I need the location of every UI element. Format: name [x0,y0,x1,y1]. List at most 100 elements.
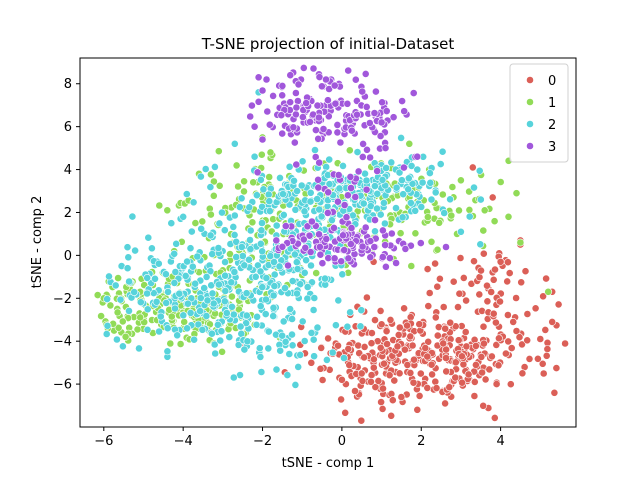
scatter-point-class-2 [309,306,318,314]
scatter-point-class-3 [343,99,352,108]
scatter-point-class-1 [504,212,513,221]
scatter-point-class-2 [207,329,216,338]
scatter-point-class-2 [327,216,336,225]
scatter-point-class-3 [347,224,356,232]
scatter-point-class-2 [310,294,319,302]
scatter-point-class-1 [113,308,122,317]
scatter-point-class-2 [214,244,223,252]
scatter-point-class-0 [481,375,490,384]
scatter-point-class-0 [512,327,521,335]
scatter-point-class-2 [313,195,322,203]
scatter-point-class-3 [293,97,302,105]
scatter-point-class-2 [340,354,348,362]
scatter-point-class-3 [253,168,262,177]
scatter-point-class-0 [421,344,430,352]
scatter-point-class-3 [318,259,327,268]
scatter-point-class-2 [135,344,143,353]
scatter-point-class-3 [343,191,352,200]
scatter-point-class-3 [319,125,328,133]
scatter-point-class-0 [409,378,418,387]
scatter-point-class-2 [215,219,224,228]
scatter-point-class-1 [265,173,274,181]
x-tick-label: −6 [94,434,113,449]
scatter-point-class-1 [345,146,354,155]
scatter-point-class-2 [222,309,231,317]
scatter-point-class-3 [362,103,371,111]
scatter-point-class-2 [373,204,381,213]
scatter-point-class-0 [371,316,379,324]
scatter-point-class-0 [307,358,316,367]
scatter-point-class-2 [411,206,420,215]
scatter-point-class-3 [278,242,287,251]
scatter-point-class-1 [206,210,215,219]
scatter-point-class-3 [284,261,292,270]
scatter-point-class-2 [279,190,287,198]
scatter-point-class-3 [382,107,391,115]
scatter-point-class-2 [191,279,200,288]
scatter-point-class-2 [229,310,238,319]
scatter-point-class-0 [367,329,376,337]
scatter-point-class-2 [310,352,318,361]
scatter-point-class-0 [431,313,440,322]
scatter-point-class-0 [431,259,439,268]
scatter-point-class-2 [207,281,216,290]
scatter-point-class-2 [183,324,191,333]
scatter-point-class-0 [369,355,378,364]
scatter-point-class-2 [167,219,176,228]
scatter-point-class-3 [442,243,450,251]
scatter-point-class-0 [337,395,345,404]
scatter-point-class-1 [163,206,172,215]
scatter-point-class-2 [438,147,447,156]
scatter-point-class-2 [111,281,120,290]
scatter-point-class-2 [397,133,405,142]
scatter-point-class-2 [293,187,301,195]
scatter-point-class-3 [294,80,303,89]
scatter-point-class-2 [343,322,352,331]
scatter-point-class-2 [275,262,284,271]
scatter-point-class-0 [423,383,432,392]
scatter-point-class-2 [246,236,254,244]
scatter-point-class-1 [214,147,223,156]
scatter-point-class-0 [318,376,327,384]
scatter-point-class-0 [496,257,505,266]
scatter-point-class-2 [270,282,279,290]
scatter-point-class-0 [367,371,376,379]
scatter-point-class-0 [543,345,552,353]
y-tick-label: 6 [64,120,72,135]
scatter-point-class-2 [325,180,334,188]
scatter-point-class-0 [378,404,387,413]
scatter-point-class-2 [288,315,296,323]
scatter-point-class-2 [216,336,225,345]
scatter-point-class-2 [131,246,139,255]
scatter-point-class-2 [276,173,284,182]
scatter-point-class-3 [333,128,342,137]
scatter-point-class-3 [365,119,374,127]
scatter-point-class-2 [258,219,266,227]
scatter-point-class-2 [237,243,246,251]
legend-box [509,63,569,163]
scatter-point-class-2 [293,265,302,273]
scatter-point-class-0 [494,334,503,343]
scatter-point-class-2 [322,355,331,364]
scatter-point-class-3 [246,112,255,121]
scatter-point-class-3 [340,246,349,254]
scatter-point-class-3 [298,113,307,121]
scatter-point-class-2 [380,219,389,228]
y-tick-label: 8 [64,77,72,92]
scatter-point-class-3 [325,85,333,93]
scatter-point-class-0 [470,257,478,266]
scatter-point-class-0 [351,387,359,395]
scatter-point-class-2 [328,348,337,357]
scatter-point-class-1 [496,178,505,186]
scatter-point-class-0 [360,353,368,362]
scatter-point-class-2 [300,268,309,277]
scatter-point-class-1 [423,213,432,221]
scatter-point-class-0 [517,278,526,287]
scatter-point-class-2 [250,152,259,161]
scatter-point-class-1 [447,211,456,220]
scatter-point-class-0 [395,323,404,332]
scatter-point-class-3 [351,75,360,84]
scatter-point-class-0 [507,344,516,352]
scatter-point-class-2 [266,252,275,260]
scatter-point-class-0 [479,339,488,348]
